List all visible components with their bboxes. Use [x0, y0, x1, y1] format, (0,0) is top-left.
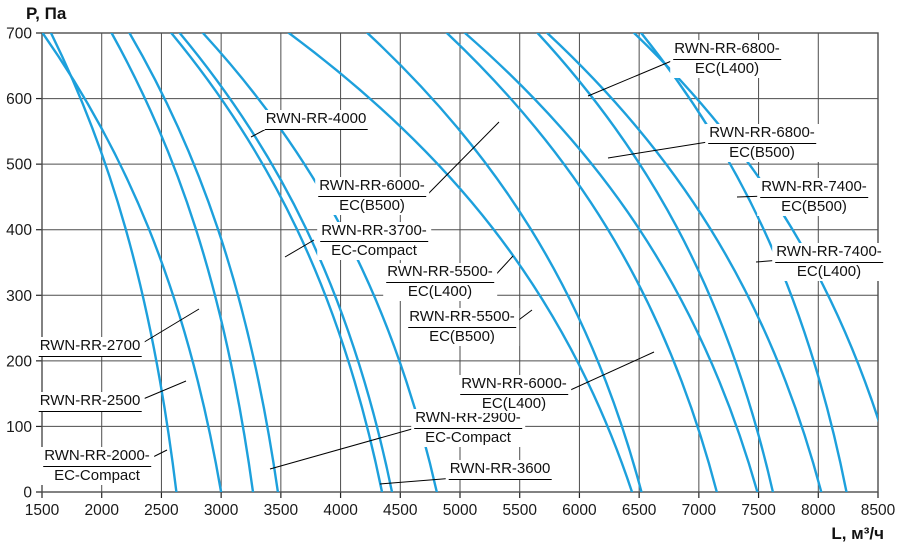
x-tick-label: 6000 [562, 502, 597, 519]
curve-RWN-RR-4000 [201, 33, 438, 492]
y-tick-label: 0 [23, 485, 32, 502]
x-tick-label: 6500 [622, 502, 657, 519]
x-tick-label: 7500 [741, 502, 776, 519]
y-tick-label: 700 [6, 26, 32, 43]
x-tick-label: 5000 [443, 502, 478, 519]
curve-RWN-RR-2900-EC-Compact [128, 33, 280, 492]
label-pointer-RWN-RR-2900-EC-Compact [269, 426, 420, 470]
x-tick-label: 7000 [682, 502, 717, 519]
x-tick-label: 2000 [84, 502, 119, 519]
curve-RWN-RR-2500 [42, 33, 223, 492]
y-tick-label: 100 [6, 419, 32, 436]
curve-RWN-RR-6800-EC(L400) [536, 33, 775, 492]
x-tick-label: 2500 [144, 502, 179, 519]
curve-RWN-RR-7400-EC(B500) [640, 33, 848, 492]
label-pointer-RWN-RR-3600 [379, 477, 456, 485]
curve-RWN-RR-3700-EC-Compact [178, 33, 394, 492]
y-tick-label: 500 [6, 157, 32, 174]
y-tick-label: 200 [6, 353, 32, 370]
curve-RWN-RR-5500-EC(B500) [366, 33, 643, 492]
x-tick-label: 1500 [25, 502, 60, 519]
y-tick-label: 400 [6, 222, 32, 239]
y-tick-label: 600 [6, 91, 32, 108]
label-pointer-RWN-RR-5500-EC(B500) [511, 309, 533, 326]
label-pointer-RWN-RR-6000-EC(L400) [565, 351, 655, 393]
label-pointer-RWN-RR-2500 [135, 380, 187, 403]
curve-RWN-RR-2000-EC-Compact [49, 33, 178, 492]
curve-RWN-RR-6000-EC(L400) [463, 33, 759, 492]
x-tick-label: 3500 [264, 502, 299, 519]
label-pointer-RWN-RR-7400-EC(B500) [736, 195, 767, 198]
curve-RWN-RR-7400-EC(L400) [632, 33, 878, 423]
label-pointer-RWN-RR-6800-EC(B500) [607, 140, 715, 159]
y-tick-label: 300 [6, 288, 32, 305]
label-pointer-RWN-RR-6000-EC(B500) [427, 121, 500, 195]
label-pointer-RWN-RR-2700 [135, 308, 200, 348]
curves-group [42, 33, 878, 492]
label-pointer-RWN-RR-2000-EC-Compact [150, 449, 168, 459]
x-tick-label: 8500 [861, 502, 896, 519]
curve-RWN-RR-6800-EC(B500) [546, 33, 823, 492]
label-pointer-RWN-RR-6800-EC(L400) [587, 56, 682, 97]
x-tick-label: 4500 [383, 502, 418, 519]
x-tick-label: 5500 [502, 502, 537, 519]
curve-RWN-RR-6000-EC(B500) [445, 33, 718, 492]
x-axis-title: L, м³/ч [831, 524, 884, 543]
x-tick-label: 8000 [801, 502, 836, 519]
x-tick-label: 3000 [204, 502, 239, 519]
curve-RWN-RR-2700 [110, 33, 255, 492]
label-pointer-RWN-RR-3700-EC-Compact [284, 239, 315, 258]
curve-RWN-RR-5500-EC(L400) [287, 33, 634, 492]
curve-RWN-RR-3600 [170, 33, 384, 492]
x-tick-label: 4000 [323, 502, 358, 519]
label-pointer-RWN-RR-5500-EC(L400) [489, 255, 514, 282]
y-axis-title: P, Па [26, 4, 67, 23]
